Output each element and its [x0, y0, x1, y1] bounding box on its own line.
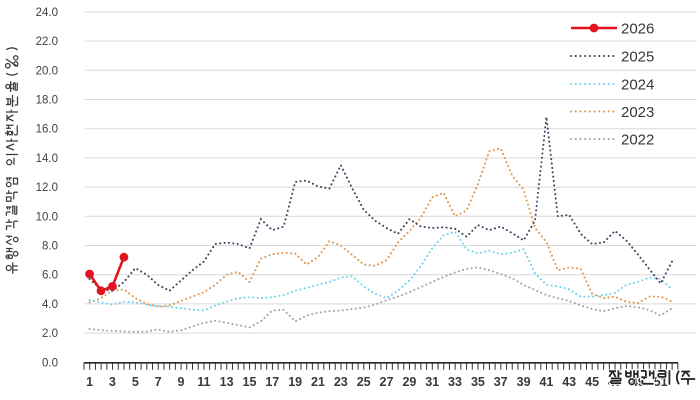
svg-text:12.0: 12.0	[36, 182, 58, 194]
svg-text:35: 35	[471, 375, 485, 389]
svg-text:3: 3	[109, 375, 116, 389]
svg-text:17: 17	[265, 375, 279, 389]
svg-text:18.0: 18.0	[36, 95, 58, 107]
svg-text:14.0: 14.0	[36, 153, 58, 165]
svg-text:19: 19	[288, 375, 302, 389]
svg-text:2.0: 2.0	[42, 328, 58, 340]
svg-text:24.0: 24.0	[36, 7, 58, 19]
svg-text:15: 15	[243, 375, 257, 389]
svg-text:21: 21	[311, 375, 325, 389]
svg-text:25: 25	[357, 375, 371, 389]
svg-text:20.0: 20.0	[36, 65, 58, 77]
svg-text:45: 45	[585, 375, 599, 389]
svg-text:0.0: 0.0	[42, 357, 58, 369]
svg-text:31: 31	[425, 375, 439, 389]
svg-text:10.0: 10.0	[36, 211, 58, 223]
svg-text:5: 5	[132, 375, 139, 389]
svg-text:39: 39	[517, 375, 531, 389]
svg-text:2023: 2023	[621, 104, 654, 121]
svg-text:41: 41	[539, 375, 553, 389]
svg-text:16.0: 16.0	[36, 124, 58, 136]
svg-text:6.0: 6.0	[42, 270, 58, 282]
svg-text:2026: 2026	[621, 21, 654, 38]
svg-text:33: 33	[448, 375, 462, 389]
svg-text:2022: 2022	[621, 132, 654, 149]
svg-text:4.0: 4.0	[42, 299, 58, 311]
svg-text:23: 23	[334, 375, 348, 389]
svg-text:27: 27	[380, 375, 394, 389]
svg-text:2024: 2024	[621, 77, 654, 94]
svg-text:8.0: 8.0	[42, 241, 58, 253]
svg-text:7: 7	[155, 375, 162, 389]
svg-text:29: 29	[402, 375, 416, 389]
svg-text:22.0: 22.0	[36, 36, 58, 48]
svg-text:1: 1	[86, 375, 93, 389]
svg-text:13: 13	[220, 375, 234, 389]
svg-text:11: 11	[197, 375, 210, 389]
svg-text:9: 9	[178, 375, 185, 389]
svg-text:2025: 2025	[621, 49, 654, 66]
svg-text:37: 37	[494, 375, 508, 389]
svg-text:43: 43	[562, 375, 576, 389]
